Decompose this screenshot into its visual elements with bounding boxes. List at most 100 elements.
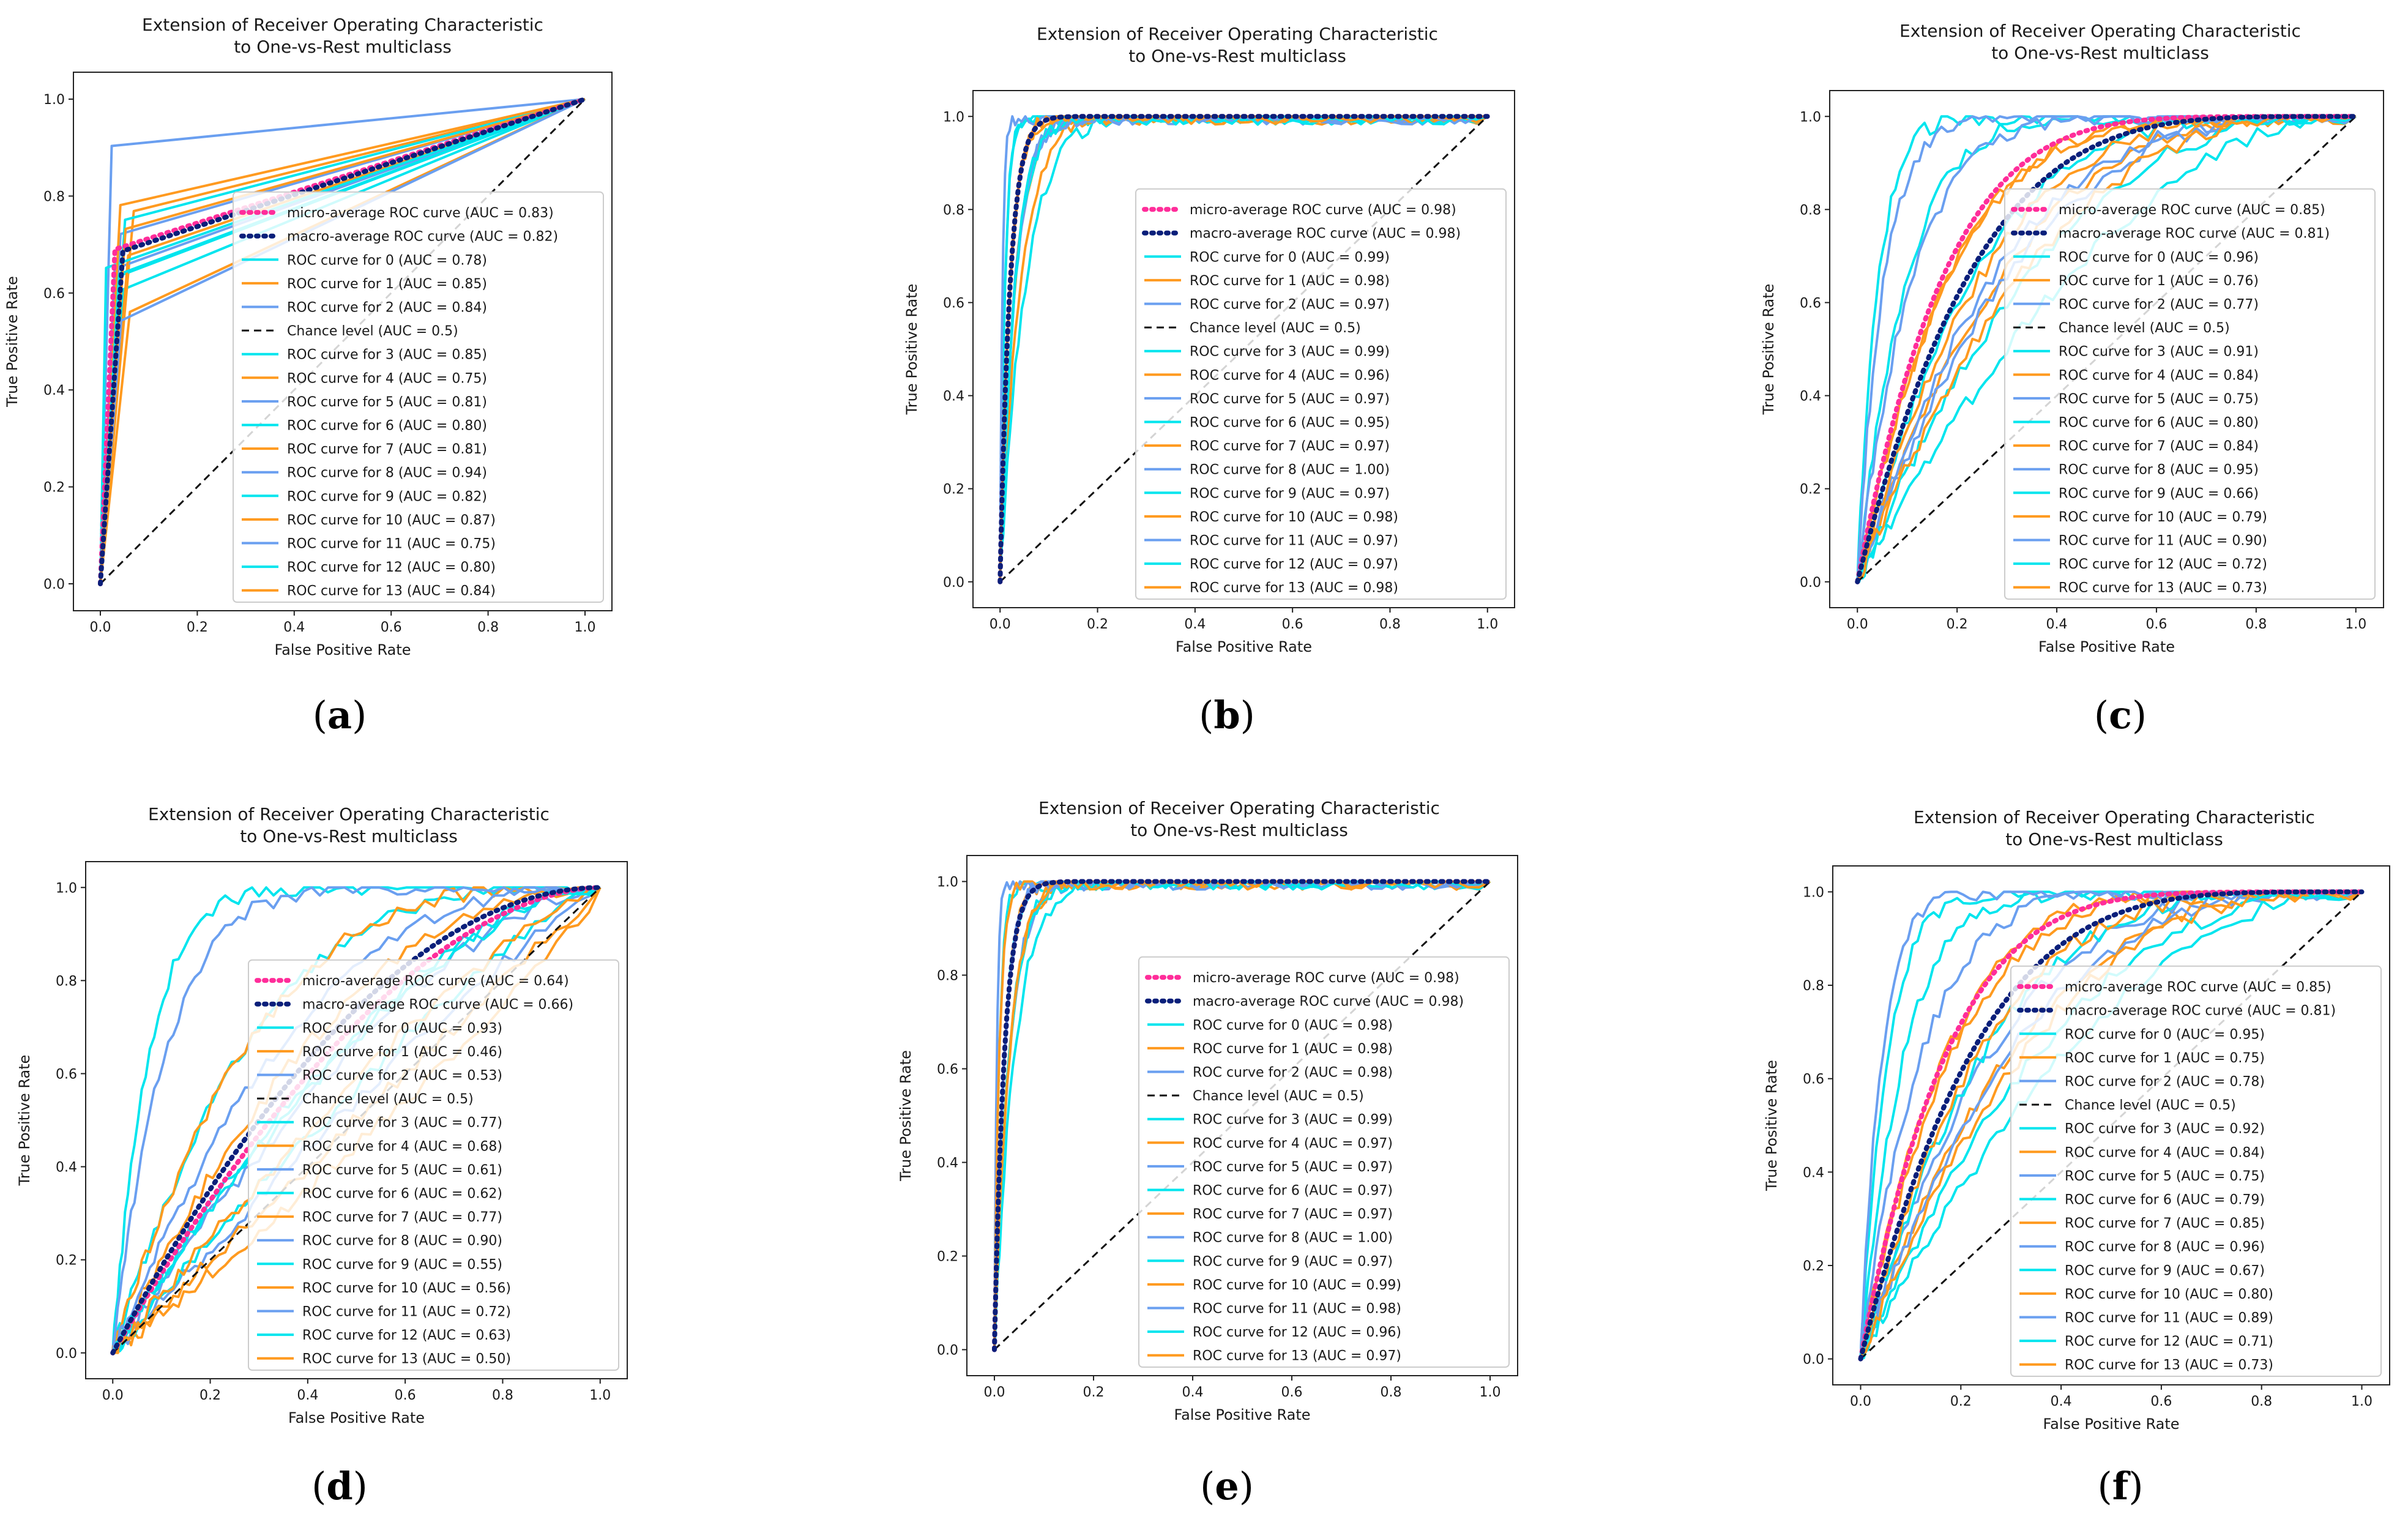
x-tick-label: 0.8 bbox=[1381, 1385, 1402, 1400]
y-tick-label: 1.0 bbox=[943, 110, 964, 125]
legend-entry: ROC curve for 4 (AUC = 0.75) bbox=[287, 371, 487, 386]
legend-entry: ROC curve for 2 (AUC = 0.98) bbox=[1193, 1065, 1393, 1081]
x-tick-label: 1.0 bbox=[589, 1388, 611, 1403]
legend: micro-average ROC curve (AUC = 0.98) macr… bbox=[1135, 188, 1507, 600]
panel-caption: (e) bbox=[1200, 1464, 1254, 1508]
chart-panel-b: Extension of Receiver Operating Characte… bbox=[903, 24, 1515, 655]
x-tick-label: 1.0 bbox=[2345, 617, 2366, 632]
x-tick-label: 0.4 bbox=[297, 1388, 318, 1403]
y-tick-label: 0.0 bbox=[1803, 1352, 1824, 1368]
x-tick-label: 0.0 bbox=[1847, 617, 1868, 632]
legend: micro-average ROC curve (AUC = 0.83) macr… bbox=[233, 191, 604, 603]
y-tick-label: 0.6 bbox=[1803, 1072, 1824, 1087]
y-tick-label: 0.6 bbox=[943, 296, 964, 311]
legend-entry: ROC curve for 4 (AUC = 0.84) bbox=[2059, 368, 2259, 383]
x-tick-label: 0.0 bbox=[990, 617, 1011, 632]
legend-entry: ROC curve for 12 (AUC = 0.71) bbox=[2065, 1334, 2273, 1349]
legend-entry: ROC curve for 2 (AUC = 0.78) bbox=[2065, 1075, 2265, 1090]
legend-entry: ROC curve for 5 (AUC = 0.97) bbox=[1193, 1160, 1393, 1175]
y-tick-label: 1.0 bbox=[1803, 885, 1824, 900]
macro-average-curve bbox=[997, 114, 1490, 584]
legend-entry: Chance level (AUC = 0.5) bbox=[2059, 321, 2230, 336]
y-tick-label: 0.0 bbox=[43, 577, 65, 592]
legend-entry: Chance level (AUC = 0.5) bbox=[1193, 1089, 1364, 1104]
legend-entry: ROC curve for 3 (AUC = 0.85) bbox=[287, 348, 487, 363]
legend-entry: Chance level (AUC = 0.5) bbox=[302, 1092, 474, 1107]
legend: micro-average ROC curve (AUC = 0.85) macr… bbox=[2004, 188, 2376, 600]
legend-entry: ROC curve for 12 (AUC = 0.72) bbox=[2059, 557, 2267, 572]
x-tick-label: 1.0 bbox=[2351, 1394, 2373, 1409]
roc-curve-class-4 bbox=[99, 98, 586, 584]
legend-entry: ROC curve for 8 (AUC = 0.96) bbox=[2065, 1240, 2265, 1255]
x-axis-label: False Positive Rate bbox=[2043, 1415, 2179, 1433]
legend-entry: ROC curve for 6 (AUC = 0.62) bbox=[302, 1187, 502, 1202]
x-tick-label: 1.0 bbox=[575, 620, 596, 635]
y-tick-label: 0.2 bbox=[937, 1250, 958, 1265]
y-axis-label: True Positive Rate bbox=[1760, 284, 1777, 416]
legend-entry: ROC curve for 8 (AUC = 1.00) bbox=[1190, 463, 1390, 478]
legend-entry: ROC curve for 8 (AUC = 0.94) bbox=[287, 466, 487, 481]
chart-title: Extension of Receiver Operating Characte… bbox=[1037, 24, 1438, 66]
legend-entry: ROC curve for 10 (AUC = 0.98) bbox=[1190, 510, 1398, 525]
legend-entry: ROC curve for 9 (AUC = 0.82) bbox=[287, 489, 487, 504]
legend-entry: ROC curve for 5 (AUC = 0.75) bbox=[2059, 392, 2259, 407]
legend-entry: ROC curve for 11 (AUC = 0.72) bbox=[302, 1305, 511, 1320]
chart-panel-a: Extension of Receiver Operating Characte… bbox=[4, 15, 613, 658]
legend-entry: ROC curve for 8 (AUC = 0.95) bbox=[2059, 463, 2259, 478]
legend-entry: ROC curve for 3 (AUC = 0.99) bbox=[1190, 345, 1390, 360]
legend-entry: ROC curve for 1 (AUC = 0.75) bbox=[2065, 1051, 2265, 1066]
y-tick-label: 0.2 bbox=[43, 480, 65, 496]
y-axis-label: True Positive Rate bbox=[4, 276, 21, 408]
y-tick-label: 0.2 bbox=[56, 1253, 77, 1269]
y-tick-label: 0.8 bbox=[43, 189, 65, 204]
legend-entry: micro-average ROC curve (AUC = 0.98) bbox=[1190, 203, 1456, 218]
legend-entry: ROC curve for 3 (AUC = 0.91) bbox=[2059, 345, 2259, 360]
y-tick-label: 0.6 bbox=[56, 1067, 77, 1082]
x-tick-label: 0.0 bbox=[90, 620, 111, 635]
legend-entry: ROC curve for 1 (AUC = 0.76) bbox=[2059, 274, 2259, 289]
x-tick-label: 0.6 bbox=[2145, 617, 2167, 632]
chart-title: Extension of Receiver Operating Characte… bbox=[1038, 798, 1440, 840]
legend-entry: ROC curve for 5 (AUC = 0.97) bbox=[1190, 392, 1390, 407]
x-axis-label: False Positive Rate bbox=[274, 641, 411, 658]
chart-title: Extension of Receiver Operating Characte… bbox=[1914, 807, 2315, 849]
x-tick-label: 0.8 bbox=[2251, 1394, 2272, 1409]
legend-entry: ROC curve for 11 (AUC = 0.75) bbox=[287, 537, 496, 552]
legend-entry: ROC curve for 7 (AUC = 0.97) bbox=[1190, 439, 1390, 454]
legend-entry: ROC curve for 9 (AUC = 0.67) bbox=[2065, 1263, 2265, 1278]
legend-entry: ROC curve for 5 (AUC = 0.81) bbox=[287, 395, 487, 410]
legend-entry: ROC curve for 9 (AUC = 0.97) bbox=[1193, 1254, 1393, 1269]
y-tick-label: 0.6 bbox=[1800, 296, 1821, 311]
legend-entry: ROC curve for 3 (AUC = 0.92) bbox=[2065, 1122, 2265, 1137]
y-tick-label: 1.0 bbox=[43, 92, 65, 108]
x-tick-label: 0.0 bbox=[102, 1388, 124, 1403]
x-tick-label: 0.6 bbox=[381, 620, 402, 635]
legend-entry: ROC curve for 4 (AUC = 0.84) bbox=[2065, 1145, 2265, 1160]
y-tick-label: 1.0 bbox=[1800, 110, 1821, 125]
roc-curve-class-8 bbox=[111, 886, 600, 1353]
legend-entry: Chance level (AUC = 0.5) bbox=[1190, 321, 1361, 336]
x-tick-label: 0.8 bbox=[477, 620, 499, 635]
legend-entry: ROC curve for 8 (AUC = 1.00) bbox=[1193, 1231, 1393, 1246]
x-tick-label: 0.4 bbox=[2051, 1394, 2072, 1409]
panel-caption: (d) bbox=[311, 1464, 368, 1508]
x-tick-label: 1.0 bbox=[1480, 1385, 1501, 1400]
legend-entry: ROC curve for 1 (AUC = 0.98) bbox=[1190, 274, 1390, 289]
chance-level-line bbox=[1860, 891, 2363, 1360]
legend-entry: ROC curve for 3 (AUC = 0.77) bbox=[302, 1116, 502, 1131]
y-tick-label: 0.4 bbox=[1803, 1165, 1824, 1180]
x-tick-label: 0.8 bbox=[1379, 617, 1401, 632]
chart-panel-f: Extension of Receiver Operating Characte… bbox=[1763, 807, 2390, 1433]
y-axis-label: True Positive Rate bbox=[1763, 1060, 1780, 1191]
legend-box bbox=[1138, 956, 1510, 1368]
legend-entry: ROC curve for 12 (AUC = 0.96) bbox=[1193, 1325, 1401, 1340]
legend-entry: ROC curve for 4 (AUC = 0.96) bbox=[1190, 368, 1390, 383]
legend-entry: ROC curve for 0 (AUC = 0.78) bbox=[287, 253, 487, 268]
legend-entry: ROC curve for 6 (AUC = 0.79) bbox=[2065, 1193, 2265, 1208]
chart-panel-d: Extension of Receiver Operating Characte… bbox=[16, 804, 628, 1426]
legend-box bbox=[233, 191, 604, 603]
y-tick-label: 0.0 bbox=[943, 575, 964, 591]
legend-entry: ROC curve for 13 (AUC = 0.73) bbox=[2059, 581, 2267, 596]
legend-box bbox=[248, 959, 619, 1371]
